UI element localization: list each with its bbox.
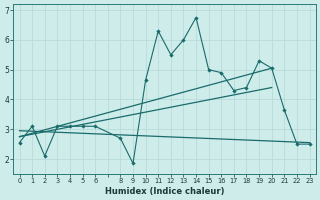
X-axis label: Humidex (Indice chaleur): Humidex (Indice chaleur) [105, 187, 224, 196]
